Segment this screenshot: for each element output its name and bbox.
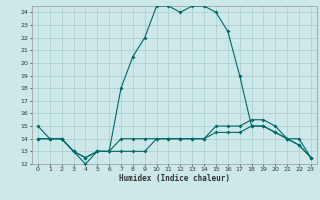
X-axis label: Humidex (Indice chaleur): Humidex (Indice chaleur) (119, 174, 230, 183)
